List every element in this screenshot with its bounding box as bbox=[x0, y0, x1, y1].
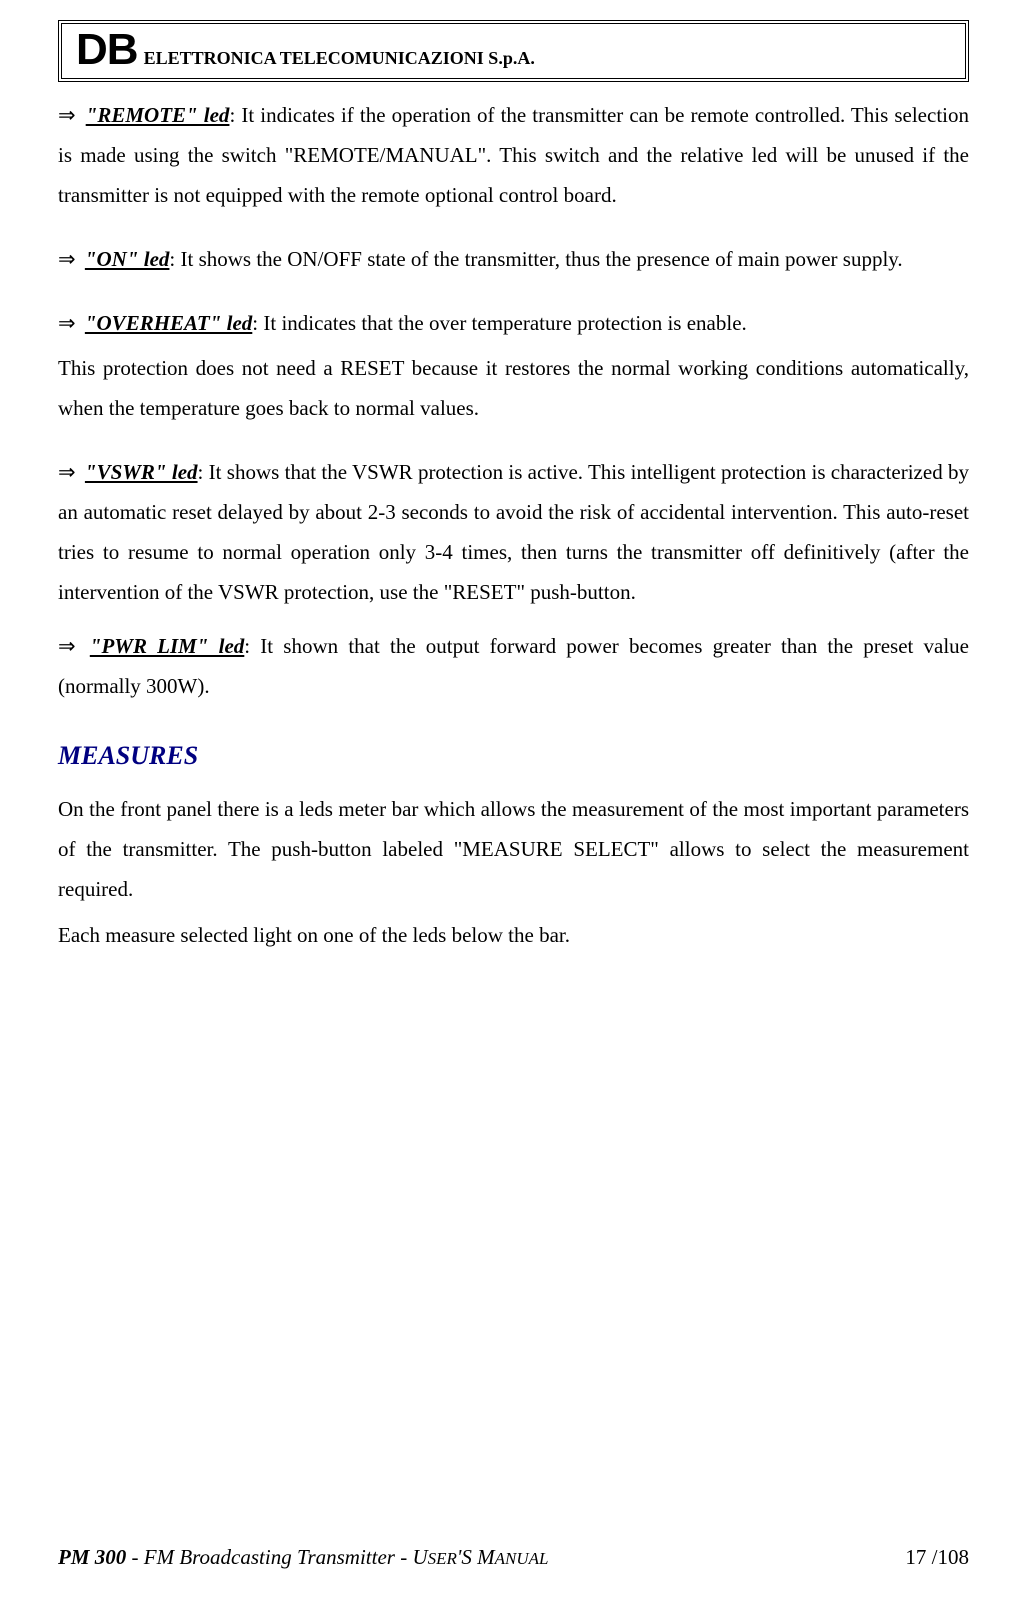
para-measures-1: On the front panel there is a leds meter… bbox=[58, 790, 969, 910]
para-overheat-2: This protection does not need a RESET be… bbox=[58, 349, 969, 429]
overheat-text-1: : It indicates that the over temperature… bbox=[252, 311, 746, 335]
para-vswr: ⇒ "VSWR" led: It shows that the VSWR pro… bbox=[58, 453, 969, 613]
footer-small1: SER bbox=[428, 1549, 457, 1568]
measures-text-1: On the front panel there is a leds meter… bbox=[58, 797, 969, 901]
header-box: DB ELETTRONICA TELECOMUNICAZIONI S.p.A. bbox=[58, 20, 969, 82]
remote-led-label: "REMOTE" led bbox=[86, 103, 230, 127]
arrow-icon: ⇒ bbox=[58, 311, 76, 335]
para-on: ⇒ "ON" led: It shows the ON/OFF state of… bbox=[58, 240, 969, 280]
pwrlim-led-label: "PWR LIM" led bbox=[90, 634, 245, 658]
overheat-led-label: "OVERHEAT" led bbox=[85, 311, 252, 335]
para-overheat-1: ⇒ "OVERHEAT" led: It indicates that the … bbox=[58, 304, 969, 344]
measures-title: MEASURES bbox=[58, 731, 969, 780]
on-led-label: "ON" led bbox=[85, 247, 170, 271]
arrow-icon: ⇒ bbox=[58, 460, 76, 484]
page: DB ELETTRONICA TELECOMUNICAZIONI S.p.A. … bbox=[0, 0, 1027, 1600]
footer: PM 300 - FM Broadcasting Transmitter - U… bbox=[58, 1545, 969, 1570]
logo-text: DB bbox=[76, 28, 138, 72]
para-measures-2: Each measure selected light on one of th… bbox=[58, 916, 969, 956]
footer-subtitle-prefix: - FM Broadcasting Transmitter - bbox=[126, 1545, 412, 1569]
footer-page: 17 /108 bbox=[905, 1545, 969, 1570]
header-inner: DB ELETTRONICA TELECOMUNICAZIONI S.p.A. bbox=[76, 28, 951, 72]
on-text: : It shows the ON/OFF state of the trans… bbox=[169, 247, 902, 271]
para-remote: ⇒ "REMOTE" led: It indicates if the oper… bbox=[58, 96, 969, 216]
vswr-led-label: "VSWR" led bbox=[85, 460, 198, 484]
content-body: ⇒ "REMOTE" led: It indicates if the oper… bbox=[58, 96, 969, 956]
arrow-icon: ⇒ bbox=[58, 634, 76, 658]
measures-text-2: Each measure selected light on one of th… bbox=[58, 923, 570, 947]
overheat-text-2: This protection does not need a RESET be… bbox=[58, 356, 969, 420]
para-pwrlim: ⇒ "PWR LIM" led: It shown that the outpu… bbox=[58, 627, 969, 707]
arrow-icon: ⇒ bbox=[58, 103, 76, 127]
footer-product: PM 300 bbox=[58, 1545, 126, 1569]
footer-cap1: U bbox=[412, 1545, 427, 1569]
arrow-icon: ⇒ bbox=[58, 247, 76, 271]
footer-small2: ANUAL bbox=[495, 1549, 549, 1568]
company-name: ELETTRONICA TELECOMUNICAZIONI S.p.A. bbox=[144, 48, 535, 69]
footer-left: PM 300 - FM Broadcasting Transmitter - U… bbox=[58, 1545, 549, 1570]
footer-cap2: 'S M bbox=[457, 1545, 495, 1569]
